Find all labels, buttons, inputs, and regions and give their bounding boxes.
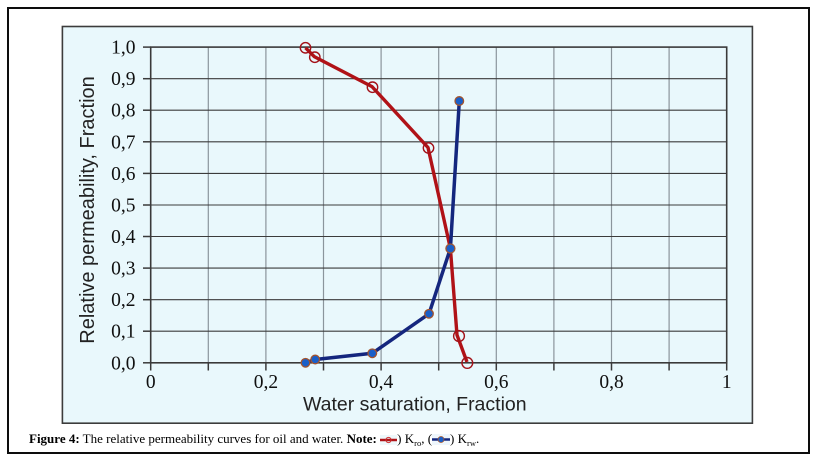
svg-text:1: 1 bbox=[722, 372, 732, 393]
svg-text:0,8: 0,8 bbox=[599, 372, 623, 393]
svg-text:0,6: 0,6 bbox=[111, 164, 136, 185]
svg-text:1,0: 1,0 bbox=[111, 38, 135, 59]
svg-text:0: 0 bbox=[146, 372, 156, 393]
svg-text:0,4: 0,4 bbox=[369, 372, 394, 393]
svg-text:0,2: 0,2 bbox=[254, 372, 278, 393]
svg-text:0,4: 0,4 bbox=[111, 227, 136, 248]
svg-text:Water saturation, Fraction: Water saturation, Fraction bbox=[303, 394, 527, 416]
svg-text:0,0: 0,0 bbox=[111, 353, 135, 374]
svg-text:0,5: 0,5 bbox=[111, 196, 135, 217]
svg-text:0,1: 0,1 bbox=[111, 322, 135, 343]
svg-text:0,7: 0,7 bbox=[111, 132, 136, 153]
svg-text:Relative permeability, Fractio: Relative permeability, Fraction bbox=[77, 76, 99, 344]
svg-text:0,9: 0,9 bbox=[111, 69, 135, 90]
svg-text:0,6: 0,6 bbox=[484, 372, 509, 393]
svg-text:0,8: 0,8 bbox=[111, 101, 135, 122]
svg-text:0,2: 0,2 bbox=[111, 290, 135, 311]
svg-text:0,3: 0,3 bbox=[111, 259, 135, 280]
